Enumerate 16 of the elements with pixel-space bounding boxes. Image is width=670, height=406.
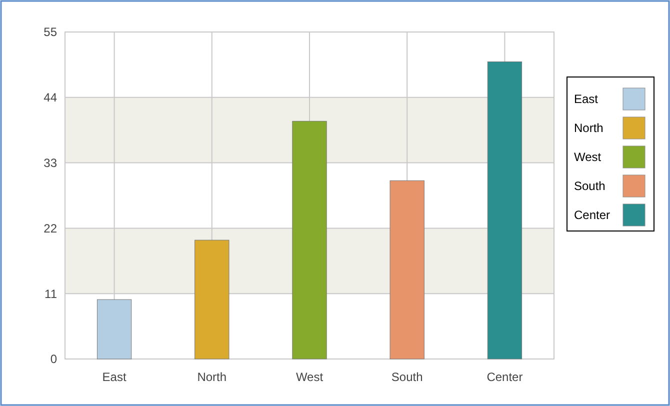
x-tick-label: North bbox=[197, 370, 227, 384]
y-tick-label: 11 bbox=[44, 286, 58, 301]
legend-label: East bbox=[574, 92, 599, 106]
x-tick-label: West bbox=[296, 370, 324, 384]
legend-label: North bbox=[574, 121, 604, 136]
x-tick-label: East bbox=[102, 370, 127, 384]
x-tick-label: South bbox=[391, 370, 423, 384]
x-tick-label: Center bbox=[486, 370, 523, 384]
y-tick-label: 55 bbox=[44, 25, 58, 40]
legend-label: West bbox=[574, 150, 602, 164]
legend-label: South bbox=[574, 179, 606, 194]
y-tick-label: 44 bbox=[44, 90, 58, 105]
legend-label: Center bbox=[574, 208, 610, 222]
y-tick-label: 0 bbox=[50, 352, 58, 366]
y-tick-label: 22 bbox=[44, 221, 58, 236]
y-tick-label: 33 bbox=[44, 156, 58, 170]
